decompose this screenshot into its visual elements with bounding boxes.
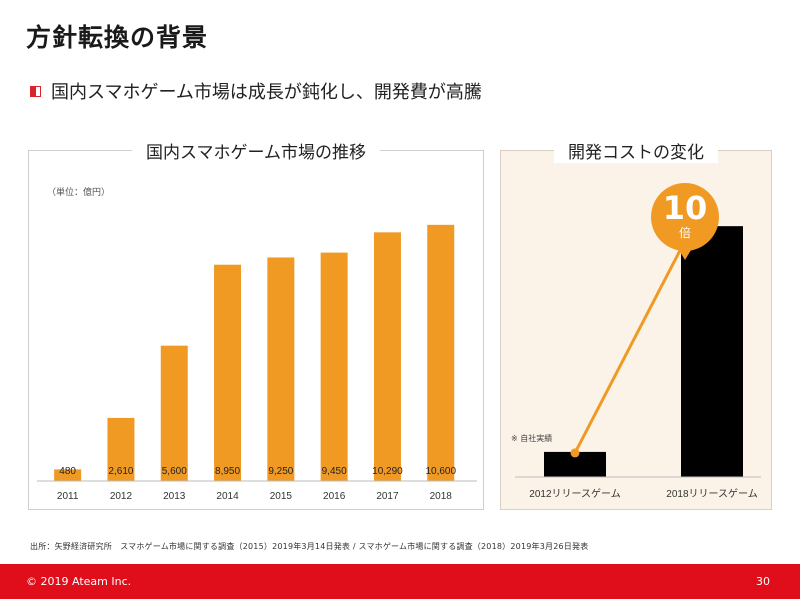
badge-number: 10: [662, 189, 708, 227]
value-label-2018: 10,600: [425, 466, 456, 477]
x-tick-2014: 2014: [216, 491, 239, 502]
value-label-2013: 5,600: [162, 466, 187, 477]
bar-2011: [54, 469, 82, 481]
cost-x-tick-0: 2012リリースゲーム: [529, 488, 620, 500]
unit-label: （単位：億円）: [47, 188, 111, 198]
bar-2012: [107, 417, 135, 481]
value-label-2014: 8,950: [215, 466, 240, 477]
bullet-square-icon: [30, 85, 41, 97]
x-tick-2011: 2011: [57, 491, 79, 502]
cost-bar-chart: 2012リリースゲーム 2018リリースゲーム: [515, 226, 761, 500]
note-label: ※ 自社実績: [511, 434, 553, 443]
source-note: 出所：矢野経済研究所 スマホゲーム市場に関する調査（2015）2019年3月14…: [30, 542, 589, 551]
page-title: 方針転換の背景: [26, 23, 209, 52]
x-tick-2012: 2012: [110, 491, 133, 502]
x-tick-2017: 2017: [376, 491, 399, 502]
value-label-2012: 2,610: [108, 466, 133, 477]
cost-chart-title: 開発コストの変化: [501, 138, 771, 163]
x-tick-2018: 2018: [430, 491, 453, 502]
page-number: 30: [756, 575, 770, 588]
bar-2015: [267, 257, 295, 481]
growth-arrow-start-dot: [570, 448, 580, 458]
value-label-2015: 9,250: [268, 466, 293, 477]
bar-2013: [160, 345, 188, 481]
growth-arrow-line: [573, 230, 692, 454]
bar-2016: [320, 252, 348, 481]
copyright-text: © 2019 Ateam Inc.: [26, 575, 132, 588]
market-chart-title: 国内スマホゲーム市場の推移: [29, 138, 483, 163]
bullet-text: 国内スマホゲーム市場は成長が鈍化し、開発費が高騰: [51, 82, 482, 103]
bar-2014: [214, 264, 242, 481]
cost-x-tick-1: 2018リリースゲーム: [666, 488, 757, 500]
value-label-2011: 480: [59, 466, 76, 477]
footer-bar: © 2019 Ateam Inc. 30: [0, 564, 800, 599]
ten-times-badge: 10 倍: [651, 183, 719, 260]
bullet-point: 国内スマホゲーム市場は成長が鈍化し、開発費が高騰: [30, 78, 482, 104]
value-label-2016: 9,450: [322, 466, 347, 477]
cost-bar-1: [681, 226, 743, 477]
market-bar-chart: 480 2011 2,610 2012 5,600 2013 8,950 2014 9,250 2…: [37, 224, 477, 502]
bar-2018: [427, 224, 455, 481]
market-chart-panel: 国内スマホゲーム市場の推移 （単位：億円） 480 2011 2,610 2012 5,…: [28, 143, 484, 510]
bar-2017: [373, 232, 401, 481]
x-tick-2016: 2016: [323, 491, 346, 502]
cost-chart-panel: 開発コストの変化 2012リリースゲーム 2018リリースゲーム ※ 自社実績 1…: [500, 143, 772, 510]
badge-unit: 倍: [678, 226, 691, 240]
value-label-2017: 10,290: [372, 466, 403, 477]
x-tick-2013: 2013: [163, 491, 186, 502]
x-tick-2015: 2015: [270, 491, 293, 502]
